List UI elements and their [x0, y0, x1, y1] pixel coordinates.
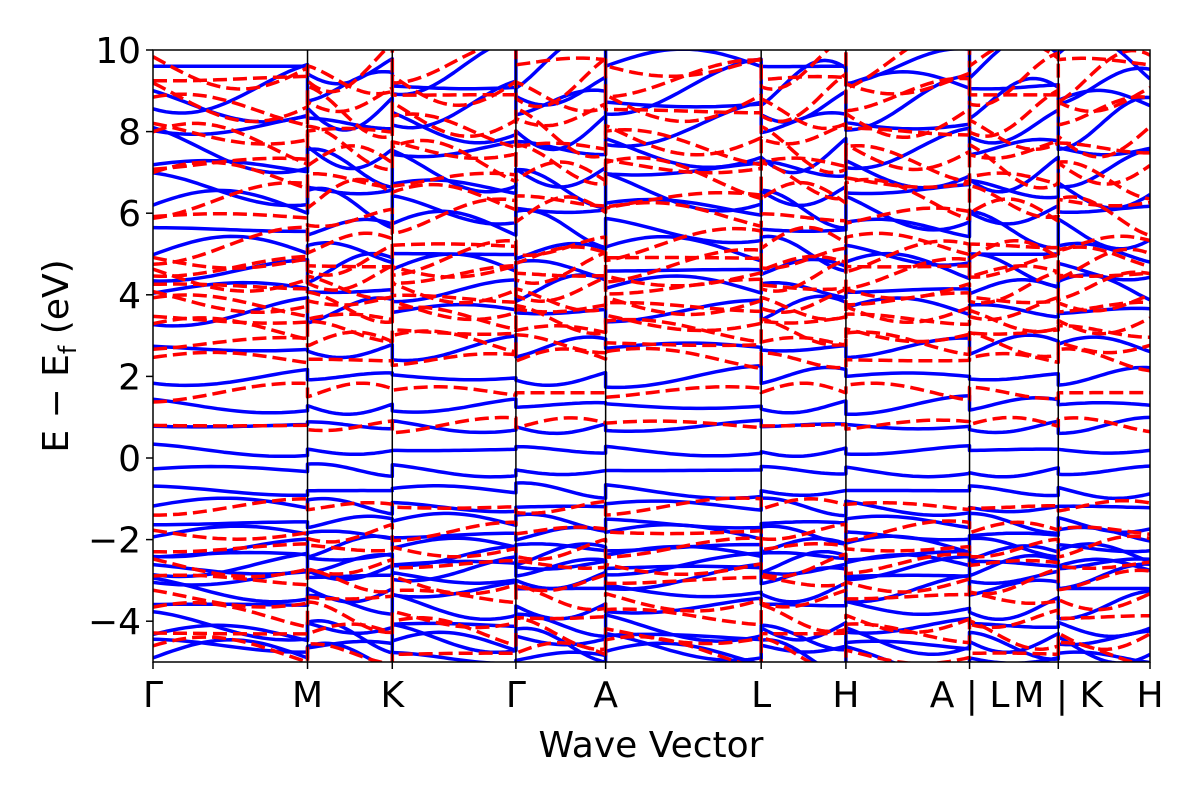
- dashed-band: [153, 50, 1150, 109]
- dashed-band: [153, 156, 1150, 201]
- solid-band: [153, 481, 1150, 501]
- x-tick-label: A | L: [930, 675, 1010, 716]
- dashed-band: [153, 138, 1150, 190]
- dashed-band: [153, 534, 1150, 561]
- y-tick-label: 8: [118, 113, 141, 154]
- dashed-band: [153, 583, 1150, 613]
- dashed-band: [153, 195, 1150, 238]
- y-axis-label-sub: f: [54, 345, 82, 354]
- solid-band: [153, 553, 1150, 583]
- dashed-band: [153, 238, 1150, 277]
- dashed-band: [153, 290, 1150, 324]
- solid-band: [153, 394, 1150, 416]
- y-axis-label-unit: (eV): [36, 259, 77, 345]
- y-tick-label: 4: [118, 276, 141, 317]
- solid-band: [153, 573, 1150, 604]
- dashed-band: [153, 225, 1150, 266]
- dashed-band: [153, 84, 1150, 140]
- y-axis: −4 −2 0 2 4 6 8 10: [88, 31, 153, 643]
- dashed-band: [153, 177, 1150, 221]
- y-tick-label: −4: [88, 602, 141, 643]
- x-tick-label: A: [593, 675, 618, 716]
- solid-band: [153, 363, 1150, 390]
- x-tick-label: L: [751, 675, 771, 716]
- y-tick-label: 2: [118, 357, 141, 398]
- y-tick-label: 6: [118, 194, 141, 235]
- dashed-band: [153, 121, 1150, 175]
- x-tick-label: H: [1136, 675, 1163, 716]
- x-axis-label: Wave Vector: [539, 725, 764, 766]
- x-tick-label: K: [380, 675, 405, 716]
- dashed-band: [153, 303, 1150, 336]
- solid-band: [153, 95, 1150, 152]
- x-tick-label: M: [292, 675, 323, 716]
- x-tick-label: Γ: [143, 675, 163, 716]
- y-axis-label-main: E − E: [36, 354, 77, 453]
- dashed-band: [153, 50, 1150, 94]
- solid-band: [153, 234, 1150, 273]
- solid-band: [153, 186, 1150, 232]
- solid-band: [153, 333, 1150, 363]
- solid-band: [153, 442, 1150, 459]
- dashed-band: [153, 106, 1150, 159]
- solid-band: [153, 50, 1150, 97]
- x-tick-label: H: [832, 675, 859, 716]
- y-axis-label: E − Ef (eV): [36, 259, 82, 452]
- dashed-band: [153, 270, 1150, 305]
- dashed-band: [153, 346, 1150, 373]
- solid-band: [153, 496, 1150, 518]
- dashed-band: [153, 256, 1150, 293]
- y-tick-label: 0: [118, 439, 141, 480]
- dashed-band: [153, 600, 1150, 635]
- dashed-band: [153, 552, 1150, 579]
- dashed-band: [153, 616, 1150, 652]
- solid-band: [153, 462, 1150, 479]
- y-tick-label: −2: [88, 521, 141, 562]
- dashed-band: [153, 567, 1150, 596]
- plot-frame: [152, 49, 1151, 663]
- y-tick-label: 10: [95, 31, 141, 72]
- kpath-lines: [306, 50, 1060, 662]
- x-tick-label: M | K: [1013, 675, 1104, 716]
- dashed-band: [153, 72, 1150, 124]
- dashed-band: [153, 247, 1150, 285]
- dashed-band: [153, 287, 1150, 317]
- dashed-band: [153, 415, 1150, 435]
- dashed-band: [153, 496, 1150, 517]
- dashed-band: [153, 316, 1150, 347]
- bands-layer: [153, 50, 1150, 662]
- solid-band: [153, 626, 1150, 662]
- x-tick-label: Γ: [506, 675, 526, 716]
- solid-band: [153, 415, 1150, 436]
- solid-band: [153, 74, 1150, 132]
- dashed-band: [153, 519, 1150, 544]
